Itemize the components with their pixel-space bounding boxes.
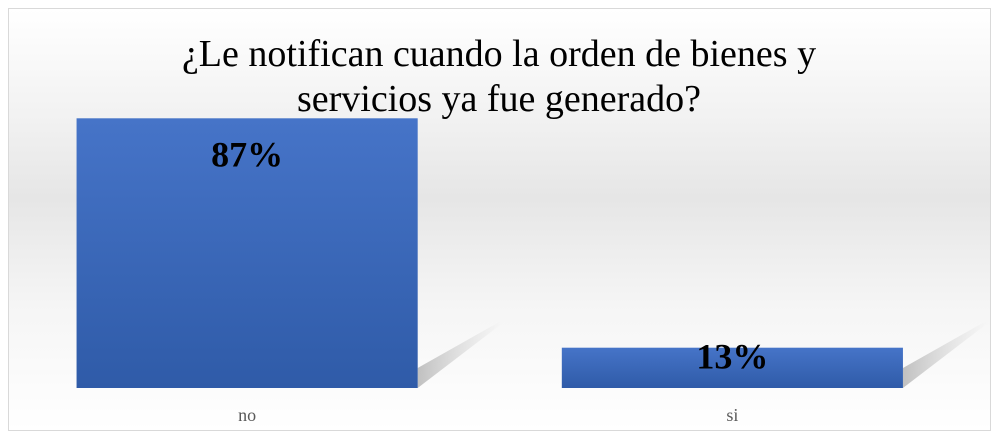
- bar-shadow: [417, 320, 503, 388]
- bar: [76, 118, 418, 389]
- x-tick-label: si: [726, 405, 738, 425]
- chart-title: ¿Le notifican cuando la orden de bienes …: [181, 33, 817, 120]
- bar: [561, 347, 903, 388]
- data-label: 87%: [211, 135, 283, 175]
- bar-shadow: [902, 320, 988, 388]
- data-label: 13%: [696, 336, 768, 376]
- x-tick-label: no: [238, 405, 256, 425]
